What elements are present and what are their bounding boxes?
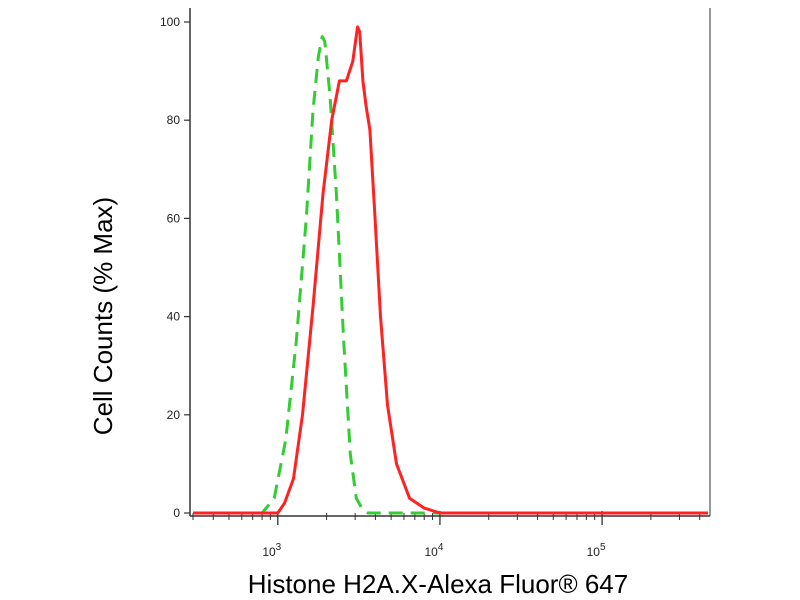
y-tick-label: 20 [167, 408, 181, 422]
x-tick-label: 105 [587, 542, 606, 559]
y-tick-label: 80 [167, 113, 181, 127]
y-axis-title: Cell Counts (% Max) [88, 197, 118, 435]
x-axis-title: Histone H2A.X-Alexa Fluor® 647 [248, 569, 628, 599]
series-line-solid-red [193, 27, 708, 513]
y-tick-label: 100 [160, 15, 180, 29]
y-tick-label: 60 [167, 211, 181, 225]
plot-area [193, 27, 708, 513]
x-tick-label: 104 [424, 542, 443, 559]
y-tick-label: 40 [167, 310, 181, 324]
axes: 0 20 40 60 80 100 103 104 105 [160, 8, 710, 559]
x-tick-label: 103 [262, 542, 281, 559]
series-line-dashed-green [193, 37, 708, 513]
y-tick-label: 0 [173, 506, 180, 520]
